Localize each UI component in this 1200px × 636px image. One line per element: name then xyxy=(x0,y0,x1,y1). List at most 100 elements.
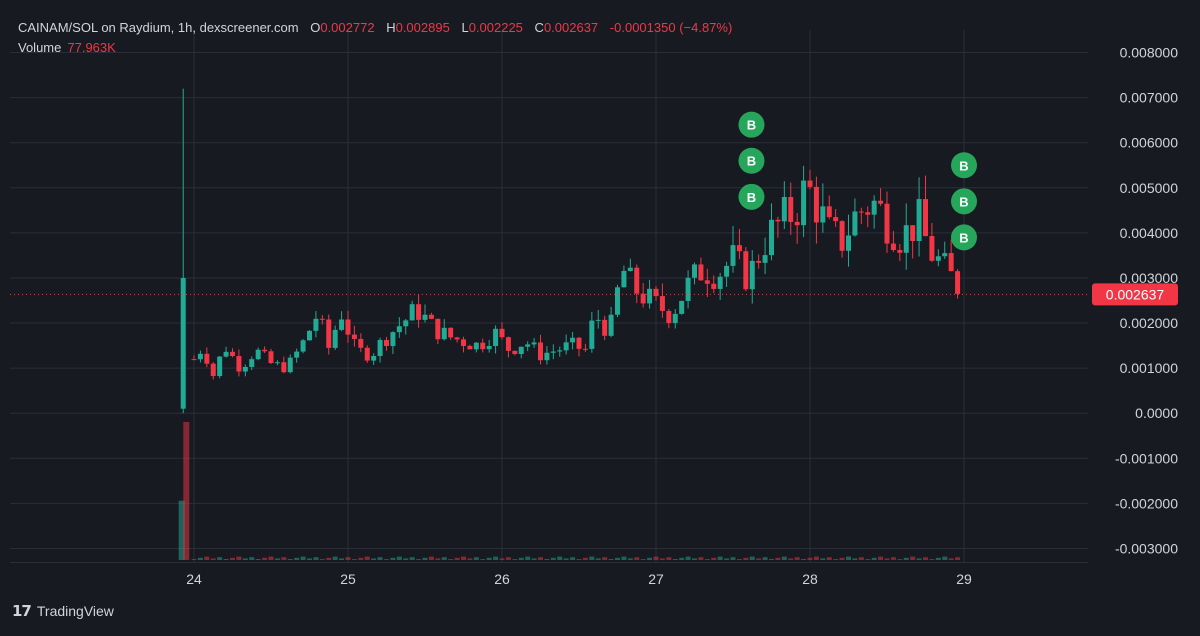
y-tick-label: 0.006000 xyxy=(1120,135,1179,151)
volume-bar xyxy=(672,559,678,560)
volume-bar xyxy=(704,559,710,560)
candle-body xyxy=(441,327,447,340)
candles xyxy=(180,88,961,414)
candle-body xyxy=(518,346,524,354)
candle-body xyxy=(903,225,909,253)
tradingview-attribution[interactable]: 17 TradingView xyxy=(12,602,114,620)
volume-bar xyxy=(473,557,479,560)
volume-bar xyxy=(518,557,524,560)
volume-bar xyxy=(236,556,242,560)
candle-body xyxy=(602,319,608,336)
volume-bar xyxy=(711,557,717,560)
candle-body xyxy=(210,363,216,377)
volume-bar xyxy=(769,559,774,560)
volume-bar xyxy=(871,557,877,560)
candle-body xyxy=(692,264,697,278)
volume-bar xyxy=(717,556,723,560)
candle-body xyxy=(287,357,293,373)
volume-bar xyxy=(454,557,460,560)
volume-bar xyxy=(615,557,620,560)
candle-body xyxy=(332,329,338,348)
candle-body xyxy=(313,318,319,331)
candle-body xyxy=(570,337,576,343)
buy-marker[interactable]: B xyxy=(951,224,977,251)
candle-body xyxy=(544,352,550,361)
x-tick-label: 29 xyxy=(956,571,972,587)
buy-marker[interactable]: B xyxy=(738,183,765,210)
volume-bar xyxy=(692,558,697,560)
volume-bar xyxy=(659,558,665,560)
candle-body xyxy=(659,296,665,311)
candle-body xyxy=(794,221,800,226)
volume-bar xyxy=(544,559,550,560)
buy-marker[interactable]: B xyxy=(738,147,765,174)
volume-bar xyxy=(724,558,730,560)
candle-body xyxy=(615,287,620,315)
buy-marker-label: B xyxy=(959,158,968,173)
volume-bar xyxy=(846,556,851,560)
volume-bar xyxy=(608,559,614,560)
volume-bar xyxy=(499,558,505,560)
candle-body xyxy=(371,355,377,361)
volume-bar xyxy=(351,559,357,560)
tradingview-logo-icon: 17 xyxy=(12,602,32,620)
candle-body xyxy=(621,270,627,288)
x-axis: 24 25 26 27 28 29 xyxy=(186,571,972,587)
volume-bar xyxy=(685,556,691,560)
buy-marker-circle xyxy=(738,111,765,138)
candle-body xyxy=(396,326,402,333)
buy-marker[interactable]: B xyxy=(951,188,977,215)
volume-bar xyxy=(916,558,922,560)
volume-bar xyxy=(294,557,300,560)
volume-bar xyxy=(531,558,537,560)
candle-body xyxy=(486,345,492,350)
volume-bar xyxy=(852,558,858,560)
volume-bar xyxy=(435,558,441,560)
candle-body xyxy=(204,353,210,364)
candle-body xyxy=(384,339,389,347)
candle-body xyxy=(473,342,479,350)
volume-bar xyxy=(640,559,646,560)
candle-body xyxy=(557,350,563,352)
volume-bar xyxy=(570,557,576,560)
volume-bar xyxy=(826,557,832,560)
buy-marker-label: B xyxy=(747,190,756,205)
volume-bar xyxy=(634,557,640,560)
open-value: 0.002772 xyxy=(320,20,375,35)
volume-bar xyxy=(550,557,556,560)
buy-marker[interactable]: B xyxy=(738,111,765,138)
volume-bar xyxy=(858,557,864,560)
volume-bar xyxy=(191,559,197,560)
candle-body xyxy=(634,267,640,294)
volume-bar xyxy=(210,558,216,560)
candle-body xyxy=(813,186,819,223)
volume-bar xyxy=(268,556,274,560)
candle-body xyxy=(197,353,203,360)
candle-body xyxy=(300,340,306,352)
candle-body xyxy=(249,359,255,367)
candle-body xyxy=(736,245,742,252)
last-price-label: 0.002637 xyxy=(1106,286,1165,302)
x-tick-label: 25 xyxy=(340,571,356,587)
candle-body xyxy=(191,359,197,361)
candle-body xyxy=(409,304,415,321)
y-tick-label: 0.005000 xyxy=(1120,180,1179,196)
volume-legend: Volume 77.963K xyxy=(18,40,116,55)
open-label: O xyxy=(310,20,321,35)
volume-bar xyxy=(595,558,601,560)
volume-bar xyxy=(813,556,819,560)
volume-bar xyxy=(538,557,543,560)
buy-marker[interactable]: B xyxy=(951,152,977,179)
volume-bar xyxy=(409,557,415,560)
buy-markers[interactable]: B B B B B B xyxy=(738,111,977,251)
last-price-badge xyxy=(1092,283,1178,306)
candle-body xyxy=(493,328,499,346)
volume-bar xyxy=(788,558,794,560)
volume-bar xyxy=(698,557,704,560)
volume-bar xyxy=(749,556,755,560)
volume-bar xyxy=(525,556,531,560)
volume-bar xyxy=(461,556,466,560)
candle-body xyxy=(666,310,672,323)
